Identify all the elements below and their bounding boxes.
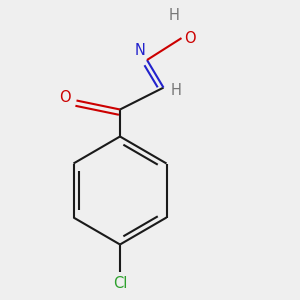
Text: O: O (59, 90, 71, 105)
Text: Cl: Cl (113, 276, 127, 291)
Text: O: O (184, 31, 196, 46)
Text: N: N (135, 44, 146, 59)
Text: H: H (171, 83, 182, 98)
Text: H: H (169, 8, 179, 23)
